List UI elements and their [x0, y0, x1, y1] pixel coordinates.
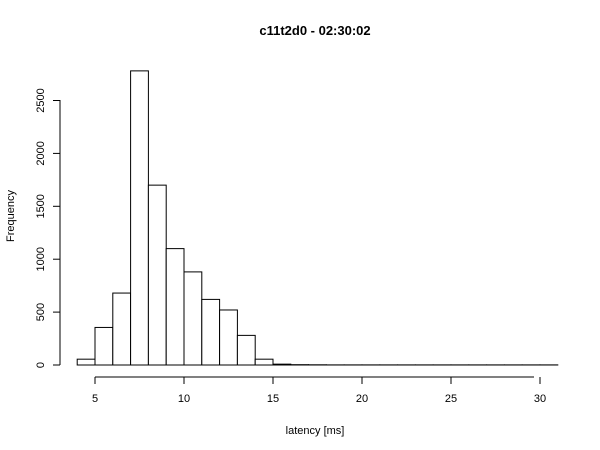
x-tick-label: 15: [267, 393, 279, 405]
y-tick-label: 1000: [35, 247, 47, 271]
histogram-bar-9-10: [165, 248, 185, 366]
histogram-bar-15-16: [272, 363, 292, 366]
x-tick-label: 20: [356, 393, 368, 405]
y-tick-label: 2500: [35, 88, 47, 112]
histogram-bar-12-13: [219, 309, 238, 366]
x-tick-label: 30: [534, 393, 546, 405]
y-tick-label: 0: [35, 362, 47, 368]
y-tick-label: 500: [35, 303, 47, 321]
histogram-bar-5-6: [94, 326, 114, 366]
histogram-bar-14-15: [254, 358, 274, 366]
histogram-bars: [76, 70, 559, 366]
histogram-bar-11-12: [201, 298, 221, 366]
x-tick-label: 10: [178, 393, 190, 405]
x-axis-label: latency [ms]: [286, 425, 345, 437]
x-tick-label: 25: [445, 393, 457, 405]
histogram-bar-4-5: [76, 358, 96, 366]
y-tick-label: 2000: [35, 141, 47, 165]
histogram-bar-8-9: [147, 184, 167, 366]
histogram-bar-10-11: [183, 271, 203, 366]
y-axis-ticks: 0 500 1000 1500 2000 2500: [35, 88, 60, 368]
x-tick-label: 5: [92, 393, 98, 405]
histogram-bar-13-14: [236, 334, 256, 366]
histogram-bar-7-8: [130, 70, 149, 366]
x-axis-ticks: 5 10 15 20 25 30: [92, 377, 546, 405]
y-axis-label: Frequency: [5, 190, 17, 242]
chart-title: c11t2d0 - 02:30:02: [259, 23, 370, 38]
histogram-bar-6-7: [112, 292, 132, 366]
y-tick-label: 1500: [35, 194, 47, 218]
